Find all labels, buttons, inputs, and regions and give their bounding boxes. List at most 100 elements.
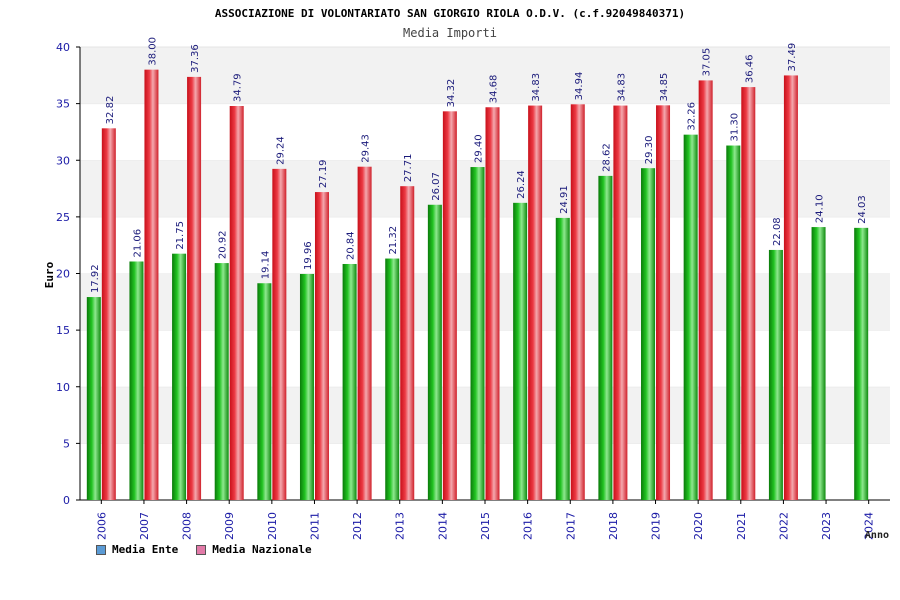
- data-label: 34.79: [233, 73, 244, 102]
- data-label: 26.07: [431, 172, 442, 201]
- legend-label-media-nazionale: Media Nazionale: [212, 543, 312, 556]
- legend-swatch-media-ente: [96, 544, 106, 555]
- grid-band: [80, 216, 890, 274]
- data-label: 22.08: [772, 217, 783, 246]
- bar-media-nazionale-2016: [528, 105, 543, 501]
- bar-media-ente-2017: [555, 217, 570, 500]
- data-label: 24.03: [857, 195, 868, 224]
- data-label: 37.05: [702, 48, 713, 77]
- x-tick-label: 2011: [308, 512, 321, 540]
- bar-media-ente-2024: [854, 227, 869, 501]
- data-label: 32.26: [687, 102, 698, 131]
- grid-bands: [80, 46, 890, 500]
- bar-media-ente-2008: [172, 253, 187, 500]
- chart-subtitle: Media Importi: [403, 26, 497, 40]
- x-tick-label: 2020: [692, 512, 705, 540]
- bar-media-ente-2014: [427, 204, 442, 500]
- bar-media-nazionale-2018: [613, 105, 628, 501]
- data-label: 19.96: [303, 241, 314, 270]
- x-axis-label: Anno: [865, 530, 889, 541]
- bar-media-ente-2021: [726, 145, 741, 500]
- data-label: 32.82: [105, 96, 116, 125]
- data-label: 21.32: [388, 226, 399, 255]
- bar-media-nazionale-2017: [570, 104, 585, 500]
- grid-band: [80, 330, 890, 387]
- grid-band: [80, 273, 890, 331]
- x-tick-label: 2013: [394, 512, 407, 540]
- bar-media-nazionale-2019: [656, 105, 671, 500]
- data-label: 26.24: [516, 170, 527, 199]
- data-label: 34.32: [446, 79, 457, 108]
- y-tick-label: 35: [56, 98, 70, 111]
- y-axis-label: Euro: [43, 261, 56, 288]
- bar-media-nazionale-2006: [101, 128, 116, 500]
- data-label: 20.84: [346, 231, 357, 260]
- x-tick-label: 2023: [820, 512, 833, 540]
- bar-media-nazionale-2022: [783, 75, 798, 500]
- x-tick-label: 2010: [266, 512, 279, 540]
- y-tick-label: 10: [56, 381, 70, 394]
- data-label: 34.83: [531, 73, 542, 102]
- bar-media-nazionale-2014: [442, 111, 457, 501]
- data-label: 31.30: [729, 113, 740, 142]
- bar-media-ente-2013: [385, 258, 400, 500]
- x-tick-label: 2018: [607, 512, 620, 540]
- bar-media-ente-2019: [641, 168, 656, 501]
- grid-band: [80, 47, 890, 104]
- data-label: 29.24: [275, 136, 286, 165]
- data-label: 19.14: [260, 251, 271, 280]
- bar-media-ente-2012: [342, 263, 357, 500]
- data-label: 34.94: [574, 72, 585, 101]
- bar-media-ente-2015: [470, 167, 485, 501]
- x-tick-label: 2006: [95, 512, 108, 540]
- grid-band: [80, 386, 890, 444]
- grid-band: [80, 160, 890, 217]
- bar-media-ente-2018: [598, 175, 613, 501]
- x-tick-label: 2008: [181, 512, 194, 540]
- data-label: 37.36: [190, 44, 201, 73]
- bar-media-nazionale-2011: [314, 192, 329, 501]
- y-tick-label: 15: [56, 324, 70, 337]
- data-label: 24.91: [559, 185, 570, 214]
- data-label: 27.71: [403, 154, 414, 183]
- x-tick-label: 2021: [735, 512, 748, 540]
- data-label: 17.92: [90, 264, 101, 293]
- bar-media-nazionale-2015: [485, 107, 500, 501]
- data-label: 29.40: [474, 134, 485, 163]
- x-tick-label: 2016: [522, 512, 535, 540]
- ticks: 0 5 10 15 20 25 30 35 40 2006 2007 2008 2009 2010 2011…: [56, 41, 876, 540]
- bar-media-ente-2023: [811, 227, 826, 500]
- data-label: 34.83: [616, 73, 627, 102]
- data-label: 28.62: [601, 143, 612, 172]
- bar-media-ente-2007: [129, 261, 144, 500]
- bar-media-ente-2011: [299, 273, 314, 500]
- data-label: 29.43: [361, 134, 372, 163]
- x-tick-label: 2015: [479, 512, 492, 540]
- data-label: 24.10: [815, 194, 826, 223]
- bar-media-ente-2020: [683, 134, 698, 500]
- y-tick-label: 30: [56, 154, 70, 167]
- x-tick-label: 2019: [650, 512, 663, 540]
- data-label: 27.19: [318, 159, 329, 188]
- data-label: 21.06: [132, 229, 143, 258]
- x-tick-label: 2014: [436, 512, 449, 540]
- bar-media-ente-2022: [768, 249, 783, 500]
- x-tick-label: 2012: [351, 512, 364, 540]
- y-tick-label: 0: [63, 494, 70, 507]
- bar-media-ente-2016: [513, 202, 528, 500]
- chart-title: ASSOCIAZIONE DI VOLONTARIATO SAN GIORGIO…: [215, 7, 685, 20]
- x-tick-label: 2007: [138, 512, 151, 540]
- y-tick-label: 5: [63, 437, 70, 450]
- x-tick-label: 2009: [223, 512, 236, 540]
- bar-media-ente-2010: [257, 283, 272, 500]
- legend-item-media-nazionale: Media Nazionale: [196, 543, 312, 556]
- bars: 17.92 32.82 21.06 38.00 21.75 37.36 20.92 34.79…: [86, 37, 869, 501]
- legend-label-media-ente: Media Ente: [112, 543, 179, 556]
- data-label: 34.68: [489, 75, 500, 104]
- y-tick-label: 25: [56, 211, 70, 224]
- x-tick-label: 2024: [863, 512, 876, 540]
- grid-band: [80, 443, 890, 500]
- data-label: 20.92: [218, 230, 229, 259]
- y-tick-label: 20: [56, 268, 70, 281]
